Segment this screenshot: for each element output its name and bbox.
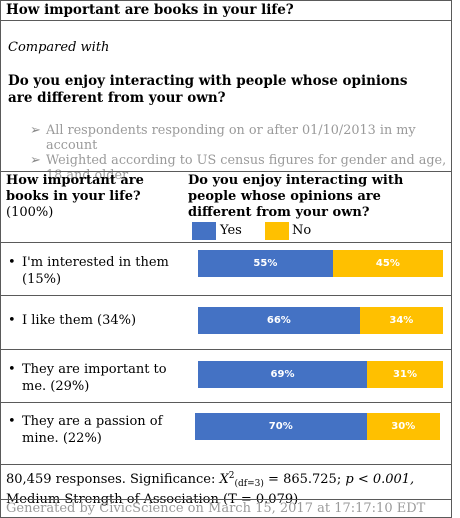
column-header: Do you enjoy interacting with people who… xyxy=(188,173,404,220)
bullet-icon: • xyxy=(8,414,16,429)
bar-segment-yes: 69% xyxy=(198,361,368,388)
bar-segment-no: 34% xyxy=(359,307,443,334)
compared-with-label: Compared with xyxy=(8,40,110,55)
arrow-right-icon: ➢ xyxy=(30,123,41,138)
divider xyxy=(0,349,452,350)
row-header-percent: (100%) xyxy=(6,205,54,220)
question-title: How important are books in your life? xyxy=(6,2,294,18)
bar-segment-no: 45% xyxy=(332,250,443,277)
bar-segment-no: 31% xyxy=(367,361,443,388)
generated-timestamp: Generated by CivicScience on March 15, 2… xyxy=(6,501,426,516)
bullet-icon: • xyxy=(8,362,16,377)
stacked-bar: 70% 30% xyxy=(195,413,440,440)
row-header-question: How important are books in your life? xyxy=(6,173,144,204)
category-label: • They are important to me. (29%) xyxy=(8,362,167,394)
filter-list: ➢ All respondents responding on or after… xyxy=(30,123,448,183)
stacked-bar: 69% 31% xyxy=(198,361,443,388)
bar-segment-yes: 55% xyxy=(198,250,333,277)
bar-segment-no: 30% xyxy=(366,413,440,440)
legend-swatch-yes xyxy=(192,222,216,240)
divider xyxy=(0,20,452,21)
legend-swatch-no xyxy=(265,222,289,240)
bar-segment-yes: 70% xyxy=(195,413,367,440)
bullet-icon: • xyxy=(8,313,16,328)
divider xyxy=(0,171,452,172)
arrow-right-icon: ➢ xyxy=(30,153,41,168)
category-label: • I like them (34%) xyxy=(8,313,137,328)
comparison-question: Do you enjoy interacting with people who… xyxy=(8,73,408,106)
divider xyxy=(0,499,452,500)
category-label: • I'm interested in them (15%) xyxy=(8,255,169,287)
row-header: How important are books in your life? (1… xyxy=(6,173,166,221)
category-label: • They are a passion of mine. (22%) xyxy=(8,414,163,446)
filter-item: ➢ All respondents responding on or after… xyxy=(30,123,416,153)
stacked-bar: 55% 45% xyxy=(198,250,443,277)
legend-label-yes: Yes xyxy=(220,223,242,238)
bar-segment-yes: 66% xyxy=(198,307,360,334)
divider xyxy=(0,402,452,403)
divider xyxy=(0,295,452,296)
divider xyxy=(0,464,452,465)
divider xyxy=(0,242,452,243)
stacked-bar: 66% 34% xyxy=(198,307,443,334)
bullet-icon: • xyxy=(8,255,16,270)
legend-label-no: No xyxy=(292,223,312,238)
